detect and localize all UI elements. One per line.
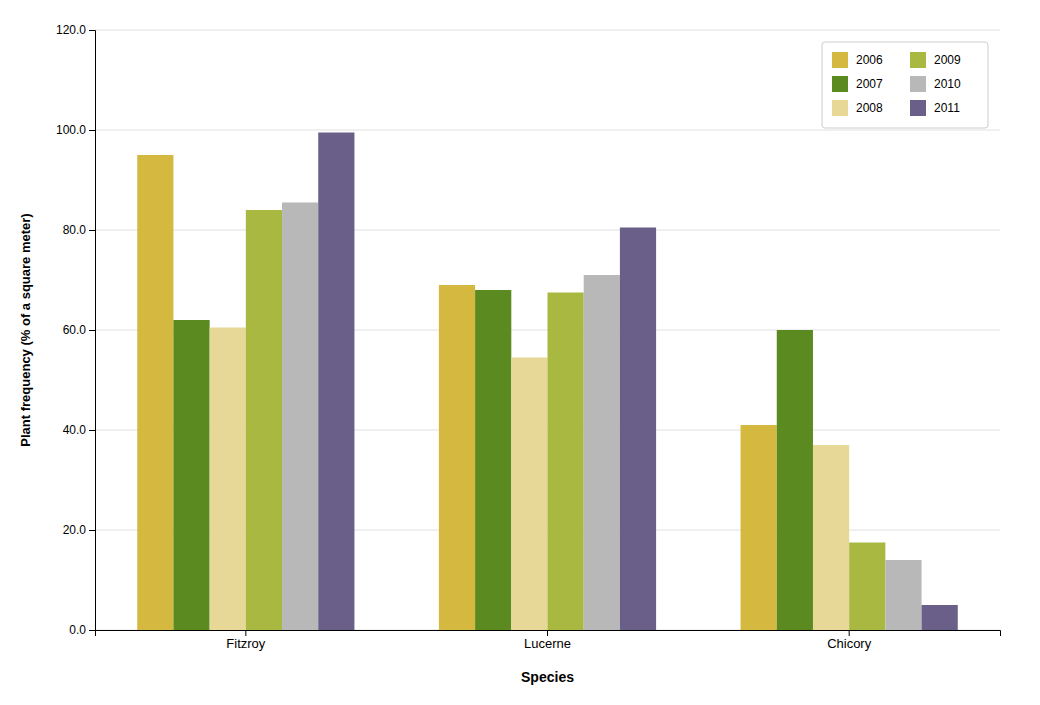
y-tick-mark — [89, 130, 95, 131]
legend-item: 2011 — [910, 100, 960, 116]
x-axis-title: Species — [521, 669, 574, 685]
legend-swatch — [910, 76, 926, 92]
y-tick: 60.0 — [63, 323, 95, 337]
y-tick: 120.0 — [56, 23, 95, 37]
bar — [548, 293, 584, 631]
legend-label: 2006 — [856, 53, 883, 67]
bar — [777, 330, 813, 630]
y-axis-line — [89, 31, 96, 631]
legend-swatch — [910, 100, 926, 116]
bar — [511, 358, 547, 631]
grid-line — [95, 30, 1000, 31]
bar — [439, 285, 475, 630]
bar — [318, 133, 354, 631]
y-axis: 0.0 20.0 40.0 60.0 80.0 100.0 120.0 — [56, 23, 96, 637]
x-axis-line — [96, 631, 1001, 637]
bar — [210, 328, 246, 631]
legend-item: 2008 — [832, 100, 883, 116]
bar — [813, 445, 849, 630]
grid-line — [95, 130, 1000, 131]
y-axis-title: Plant frequency (% of a square meter) — [18, 213, 33, 446]
legend-label: 2008 — [856, 101, 883, 115]
bar — [922, 605, 958, 630]
x-tick-label: Lucerne — [524, 636, 571, 651]
y-tick: 20.0 — [63, 523, 95, 537]
bar-series — [282, 203, 922, 631]
legend-swatch — [832, 100, 848, 116]
bar — [885, 560, 921, 630]
x-tick-label: Chicory — [827, 636, 872, 651]
bar — [584, 275, 620, 630]
legend-label: 2009 — [934, 53, 961, 67]
bars — [137, 133, 958, 631]
legend-swatch — [832, 52, 848, 68]
legend-label: 2011 — [934, 101, 960, 115]
bar — [173, 320, 209, 630]
plot-area: 0.0 20.0 40.0 60.0 80.0 100.0 120.0 Fitzroy Luce… — [56, 23, 1001, 651]
x-tick: Fitzroy — [226, 630, 265, 651]
bar — [137, 155, 173, 630]
y-tick-label: 100.0 — [56, 123, 86, 137]
grid — [95, 30, 1000, 630]
grid-line — [95, 230, 1000, 231]
bar — [246, 210, 282, 630]
legend-label: 2010 — [934, 77, 961, 91]
x-tick: Chicory — [827, 630, 872, 651]
chart-svg: 0.0 20.0 40.0 60.0 80.0 100.0 120.0 Fitzroy Luce… — [0, 0, 1040, 705]
legend-item: 2009 — [910, 52, 961, 68]
bar-series — [318, 133, 958, 631]
y-tick-mark — [89, 330, 95, 331]
y-tick-label: 80.0 — [63, 223, 87, 237]
y-tick: 100.0 — [56, 123, 95, 137]
y-tick-label: 20.0 — [63, 523, 87, 537]
legend-item: 2007 — [832, 76, 883, 92]
bar — [282, 203, 318, 631]
y-tick-label: 60.0 — [63, 323, 87, 337]
y-tick-label: 0.0 — [69, 623, 86, 637]
y-tick-label: 120.0 — [56, 23, 86, 37]
bar — [620, 228, 656, 631]
legend-item: 2010 — [910, 76, 961, 92]
bar — [849, 543, 885, 631]
y-tick-mark — [89, 530, 95, 531]
x-tick-mark — [547, 630, 548, 636]
y-tick-mark — [89, 30, 95, 31]
x-tick-label: Fitzroy — [226, 636, 265, 651]
y-tick: 0.0 — [69, 623, 95, 637]
legend-swatch — [832, 76, 848, 92]
y-tick: 40.0 — [63, 423, 95, 437]
legend-label: 2007 — [856, 77, 883, 91]
y-tick-mark — [89, 430, 95, 431]
bar-series — [137, 155, 777, 630]
y-tick: 80.0 — [63, 223, 95, 237]
bar — [741, 425, 777, 630]
legend: 2006 2007 2008 2009 2010 2011 — [822, 42, 988, 128]
legend-swatch — [910, 52, 926, 68]
x-tick-mark — [849, 630, 850, 636]
y-tick-mark — [89, 230, 95, 231]
x-tick: Lucerne — [524, 630, 571, 651]
y-tick-mark — [89, 630, 95, 631]
legend-box — [822, 42, 988, 128]
x-axis: Fitzroy Lucerne Chicory — [96, 630, 1001, 651]
x-tick-mark — [245, 630, 246, 636]
legend-item: 2006 — [832, 52, 883, 68]
bar — [475, 290, 511, 630]
y-tick-label: 40.0 — [63, 423, 87, 437]
